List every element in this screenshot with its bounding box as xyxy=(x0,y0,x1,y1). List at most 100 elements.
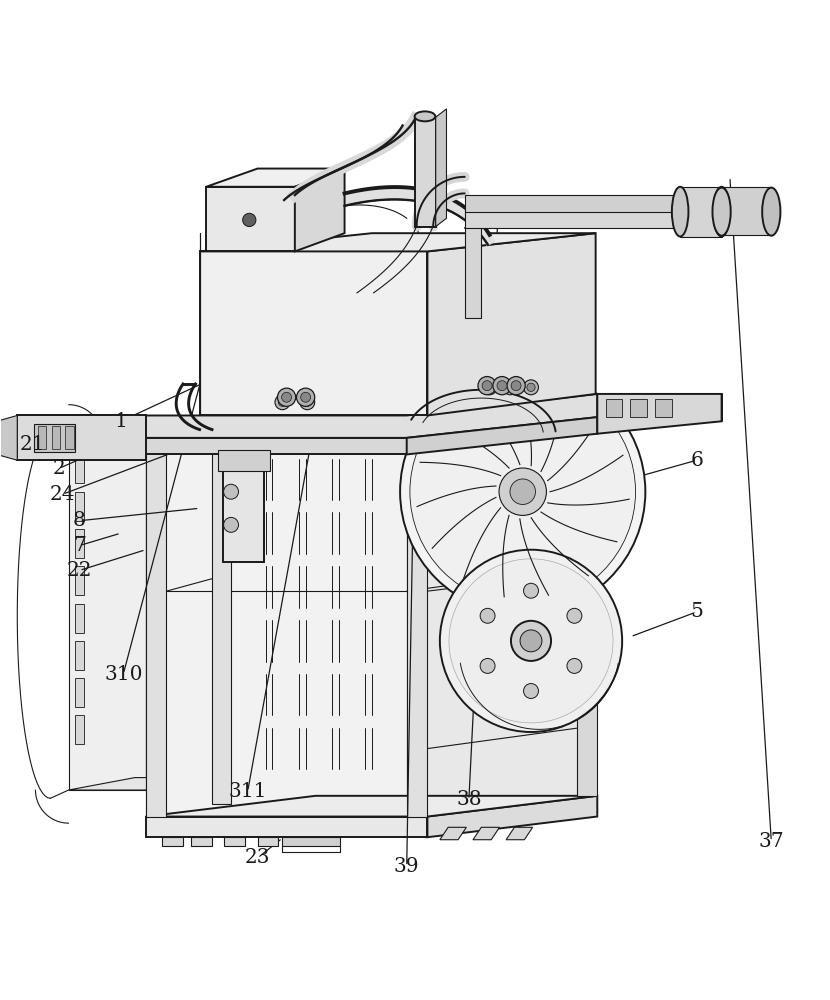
Circle shape xyxy=(278,398,286,406)
Polygon shape xyxy=(436,109,447,227)
Polygon shape xyxy=(407,417,598,454)
Polygon shape xyxy=(427,421,598,817)
Text: 22: 22 xyxy=(66,561,92,580)
Circle shape xyxy=(507,377,525,395)
Text: 21: 21 xyxy=(19,435,45,454)
Polygon shape xyxy=(146,438,167,817)
Ellipse shape xyxy=(713,187,730,237)
Circle shape xyxy=(503,380,518,395)
Polygon shape xyxy=(206,169,344,187)
Ellipse shape xyxy=(762,188,780,236)
Polygon shape xyxy=(415,117,436,227)
Polygon shape xyxy=(217,450,270,471)
Text: 24: 24 xyxy=(50,485,76,504)
Circle shape xyxy=(482,381,492,391)
Polygon shape xyxy=(680,187,721,237)
Text: 39: 39 xyxy=(394,857,419,876)
Polygon shape xyxy=(631,399,647,417)
Polygon shape xyxy=(191,837,212,846)
Circle shape xyxy=(511,381,521,391)
Polygon shape xyxy=(506,827,533,840)
Polygon shape xyxy=(721,187,771,235)
Polygon shape xyxy=(51,394,598,438)
Polygon shape xyxy=(224,837,245,846)
Circle shape xyxy=(478,377,496,395)
Circle shape xyxy=(223,484,238,499)
Circle shape xyxy=(242,213,256,227)
Circle shape xyxy=(400,369,646,614)
Polygon shape xyxy=(473,827,500,840)
Circle shape xyxy=(480,658,495,673)
Circle shape xyxy=(511,621,551,661)
Polygon shape xyxy=(212,430,231,804)
Text: 8: 8 xyxy=(73,511,85,530)
Text: 2: 2 xyxy=(52,459,65,478)
Polygon shape xyxy=(427,233,596,415)
Polygon shape xyxy=(76,604,84,633)
Polygon shape xyxy=(66,426,74,449)
Circle shape xyxy=(506,383,515,391)
Polygon shape xyxy=(407,438,427,817)
Polygon shape xyxy=(199,251,427,415)
Polygon shape xyxy=(52,426,61,449)
Polygon shape xyxy=(427,796,598,837)
Polygon shape xyxy=(76,678,84,707)
Polygon shape xyxy=(222,454,264,562)
Circle shape xyxy=(296,388,315,406)
Text: 311: 311 xyxy=(228,782,267,801)
Polygon shape xyxy=(163,837,183,846)
Polygon shape xyxy=(76,566,84,595)
Circle shape xyxy=(300,392,310,402)
Polygon shape xyxy=(465,195,680,212)
Polygon shape xyxy=(69,438,146,790)
Polygon shape xyxy=(76,641,84,670)
Polygon shape xyxy=(606,399,622,417)
Circle shape xyxy=(567,658,582,673)
Polygon shape xyxy=(577,421,598,796)
Polygon shape xyxy=(146,817,427,837)
Circle shape xyxy=(480,608,495,623)
Circle shape xyxy=(524,380,539,395)
Polygon shape xyxy=(69,778,212,790)
Polygon shape xyxy=(598,394,721,434)
Circle shape xyxy=(567,608,582,623)
Polygon shape xyxy=(440,827,466,840)
Polygon shape xyxy=(51,438,407,454)
Circle shape xyxy=(499,468,546,515)
Text: 310: 310 xyxy=(104,665,143,684)
Polygon shape xyxy=(76,529,84,558)
Circle shape xyxy=(524,583,539,598)
Circle shape xyxy=(527,383,535,391)
Text: 38: 38 xyxy=(456,790,481,809)
Circle shape xyxy=(281,392,291,402)
Circle shape xyxy=(520,630,542,652)
Circle shape xyxy=(440,550,622,732)
Text: 23: 23 xyxy=(245,848,271,867)
Circle shape xyxy=(497,381,507,391)
Circle shape xyxy=(482,380,497,395)
Ellipse shape xyxy=(671,187,688,237)
Polygon shape xyxy=(76,492,84,521)
Text: 7: 7 xyxy=(73,536,85,555)
Polygon shape xyxy=(34,424,76,452)
Circle shape xyxy=(223,517,238,532)
Polygon shape xyxy=(0,415,17,460)
Polygon shape xyxy=(465,210,680,228)
Text: 37: 37 xyxy=(759,832,784,851)
Polygon shape xyxy=(465,227,481,318)
Polygon shape xyxy=(146,438,407,817)
Circle shape xyxy=(277,388,295,406)
Polygon shape xyxy=(282,837,340,846)
Circle shape xyxy=(303,398,311,406)
Circle shape xyxy=(410,379,636,605)
Polygon shape xyxy=(76,454,84,483)
Ellipse shape xyxy=(712,188,730,236)
Polygon shape xyxy=(199,233,596,251)
Circle shape xyxy=(493,377,511,395)
Polygon shape xyxy=(38,426,46,449)
Text: 6: 6 xyxy=(691,451,703,470)
Circle shape xyxy=(300,395,315,410)
Polygon shape xyxy=(76,715,84,744)
Polygon shape xyxy=(295,169,344,251)
Ellipse shape xyxy=(415,111,435,121)
